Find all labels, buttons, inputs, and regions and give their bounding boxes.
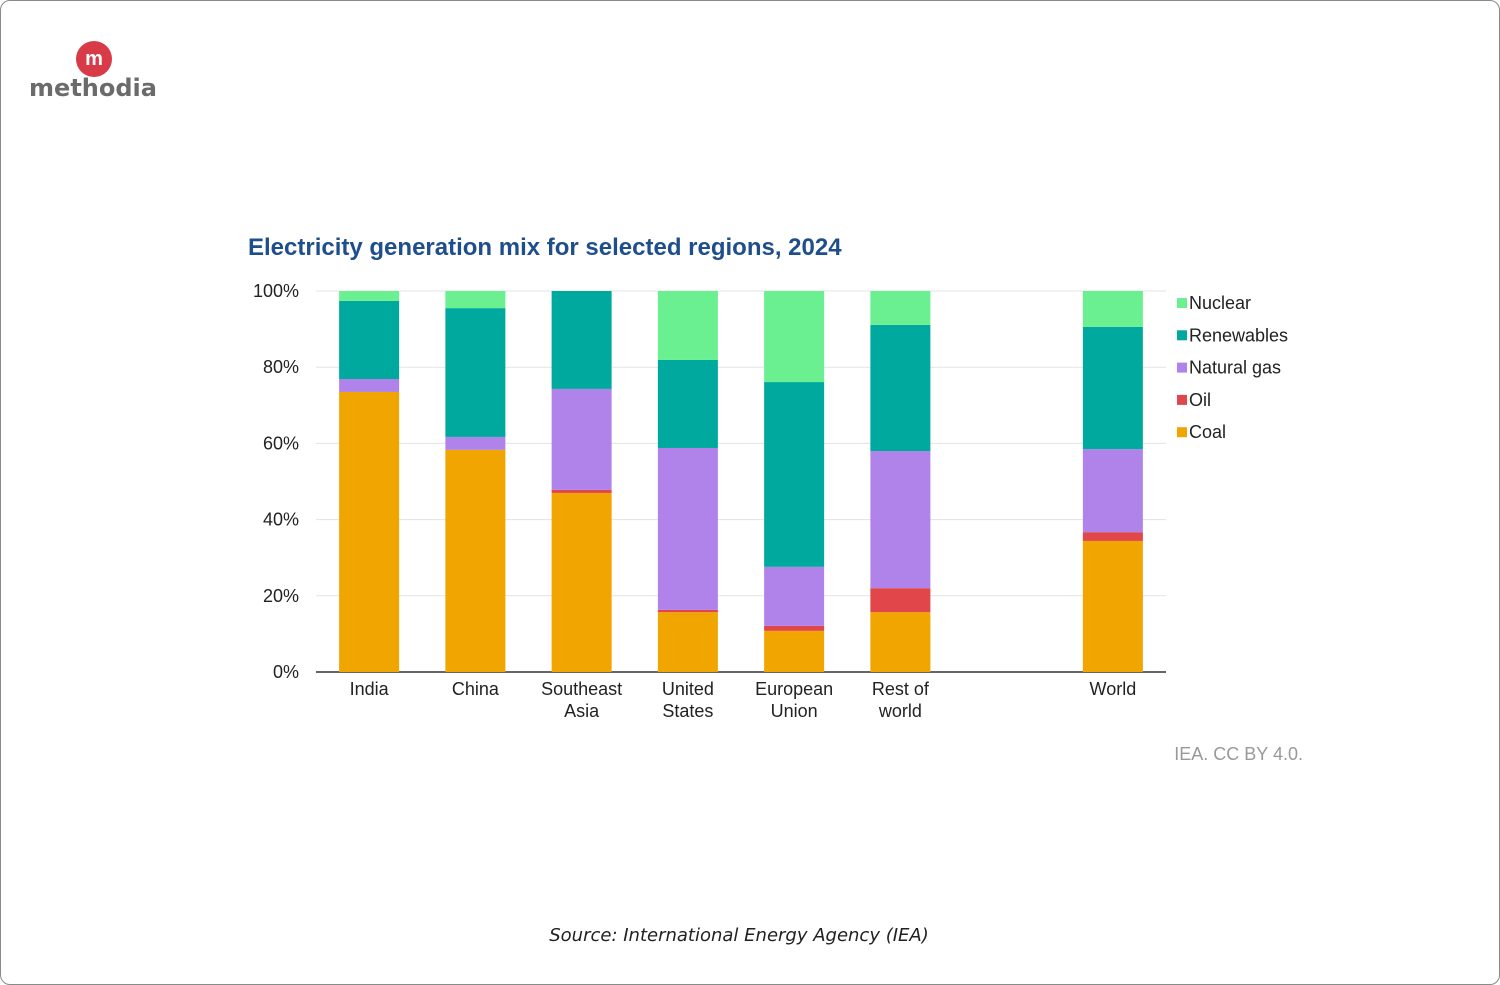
bar-segment	[551, 291, 612, 389]
legend-label: Natural gas	[1189, 358, 1281, 378]
y-tick-label: 60%	[263, 433, 299, 453]
bar-segment	[1082, 326, 1143, 450]
bar-segment	[445, 449, 506, 672]
bar-segment	[657, 612, 718, 672]
bar-segment	[1082, 449, 1143, 533]
x-tick-label: India	[349, 679, 389, 699]
bar-segment	[870, 451, 931, 589]
legend-label: Nuclear	[1189, 293, 1251, 313]
legend-label: Coal	[1189, 422, 1226, 442]
source: Source: International Energy Agency (IEA…	[549, 925, 929, 946]
y-tick-label: 20%	[263, 586, 299, 606]
bar-segment	[657, 447, 718, 610]
bar-segment	[445, 308, 506, 437]
legend-swatch	[1177, 298, 1187, 308]
x-tick-label: China	[451, 679, 499, 699]
bar-segment	[764, 291, 825, 383]
y-tick-label: 80%	[263, 357, 299, 377]
legend-swatch	[1177, 394, 1187, 405]
bar-segment	[339, 291, 400, 301]
bar-segment	[764, 566, 825, 626]
bar-segment	[551, 489, 612, 493]
bar-segment	[339, 300, 400, 380]
credit: IEA. CC BY 4.0.	[1174, 744, 1303, 764]
bar-segment	[339, 391, 400, 672]
x-tick-label: World	[1089, 679, 1137, 699]
y-tick-label: 40%	[263, 510, 299, 530]
bar-segment	[445, 436, 506, 450]
bar-segment	[1082, 291, 1143, 327]
x-tick-label: Southeast Asia	[541, 679, 623, 721]
bar-segment	[870, 324, 931, 452]
x-tick-label: Rest of world	[871, 679, 929, 721]
bar-segment	[764, 630, 825, 672]
bar-segment	[870, 612, 931, 672]
bar-segment	[339, 379, 400, 392]
legend-swatch	[1177, 427, 1187, 438]
logo-icon: m	[85, 48, 103, 70]
x-tick-label: United States	[661, 679, 714, 721]
bar-segment	[551, 492, 612, 672]
bar-segment	[1082, 540, 1143, 672]
bar-segment	[551, 388, 612, 490]
legend-swatch	[1177, 330, 1187, 341]
bar-segment	[870, 588, 931, 613]
bar-segment	[657, 359, 718, 448]
y-tick-label: 100%	[253, 281, 299, 301]
bar-segment	[1082, 532, 1143, 541]
legend-label: Renewables	[1189, 325, 1288, 345]
y-tick-label: 0%	[273, 662, 299, 682]
bar-segment	[657, 291, 718, 360]
logo-text: methodia	[29, 74, 157, 102]
chart-title: Electricity generation mix for selected …	[248, 234, 842, 261]
bar-segment	[445, 291, 506, 309]
legend-label: Oil	[1189, 390, 1211, 410]
bar-segment	[764, 382, 825, 567]
x-tick-label: European Union	[755, 679, 834, 721]
legend-swatch	[1177, 362, 1187, 373]
bar-segment	[870, 291, 931, 325]
bar-segment	[764, 625, 825, 631]
logo-mark	[76, 41, 112, 77]
bar-segment	[657, 609, 718, 613]
